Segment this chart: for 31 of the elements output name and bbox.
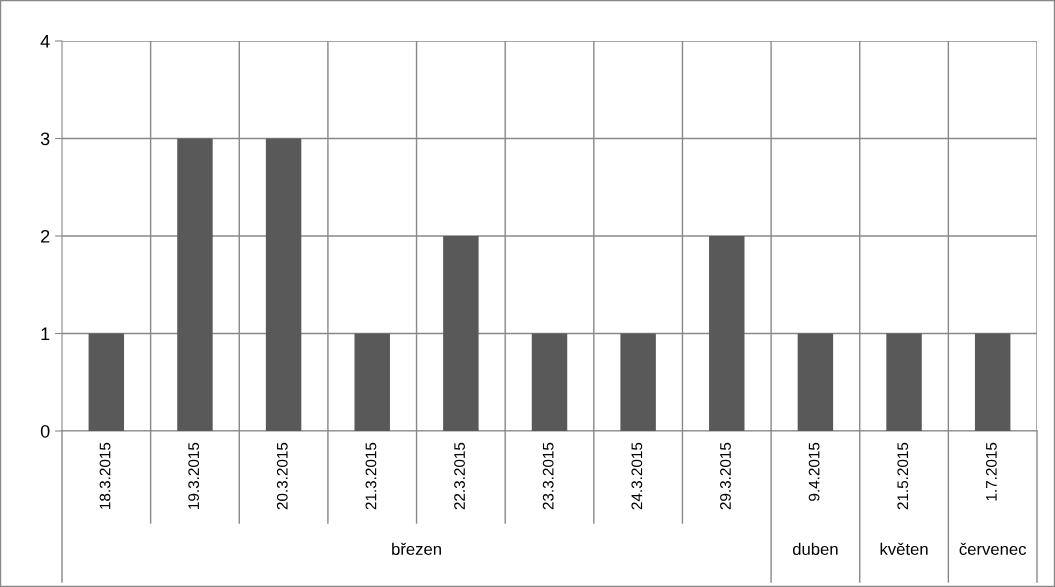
text: duben xyxy=(792,542,838,556)
x-tick-label: 23.3.2015 xyxy=(542,442,554,510)
bar xyxy=(88,333,125,431)
x-tick-label: 9.4.2015 xyxy=(808,442,820,501)
bar xyxy=(177,138,213,431)
x-tick-label: 19.3.2015 xyxy=(188,442,200,509)
bar xyxy=(531,333,568,431)
bar xyxy=(709,236,745,431)
bar xyxy=(443,236,479,431)
x-tick-label: 29.3.2015 xyxy=(720,442,731,510)
bar xyxy=(620,333,656,431)
bar xyxy=(265,138,302,431)
y-tick-label: 3 xyxy=(40,132,50,146)
y-tick-label: 0 xyxy=(40,424,50,438)
text: květen xyxy=(880,542,928,556)
x-tick-label: 21.3.2015 xyxy=(365,442,377,510)
x-tick-label: 24.3.2015 xyxy=(631,442,643,510)
y-tick-label: 1 xyxy=(41,327,50,341)
bar xyxy=(974,333,1011,431)
x-tick-label: 21.5.2015 xyxy=(897,442,909,510)
text: březen xyxy=(392,542,441,556)
x-tick-label: 1.7.2015 xyxy=(985,442,997,501)
bar xyxy=(354,333,390,431)
x-tick-label: 20.3.2015 xyxy=(276,442,288,510)
x-tick-label: 22.3.2015 xyxy=(454,442,465,510)
y-tick-label: 2 xyxy=(41,229,50,243)
y-tick-label: 4 xyxy=(40,35,50,48)
bar xyxy=(797,333,834,431)
bar xyxy=(886,333,922,431)
x-tick-label: 18.3.2015 xyxy=(99,442,111,509)
text: červenec xyxy=(959,542,1027,556)
